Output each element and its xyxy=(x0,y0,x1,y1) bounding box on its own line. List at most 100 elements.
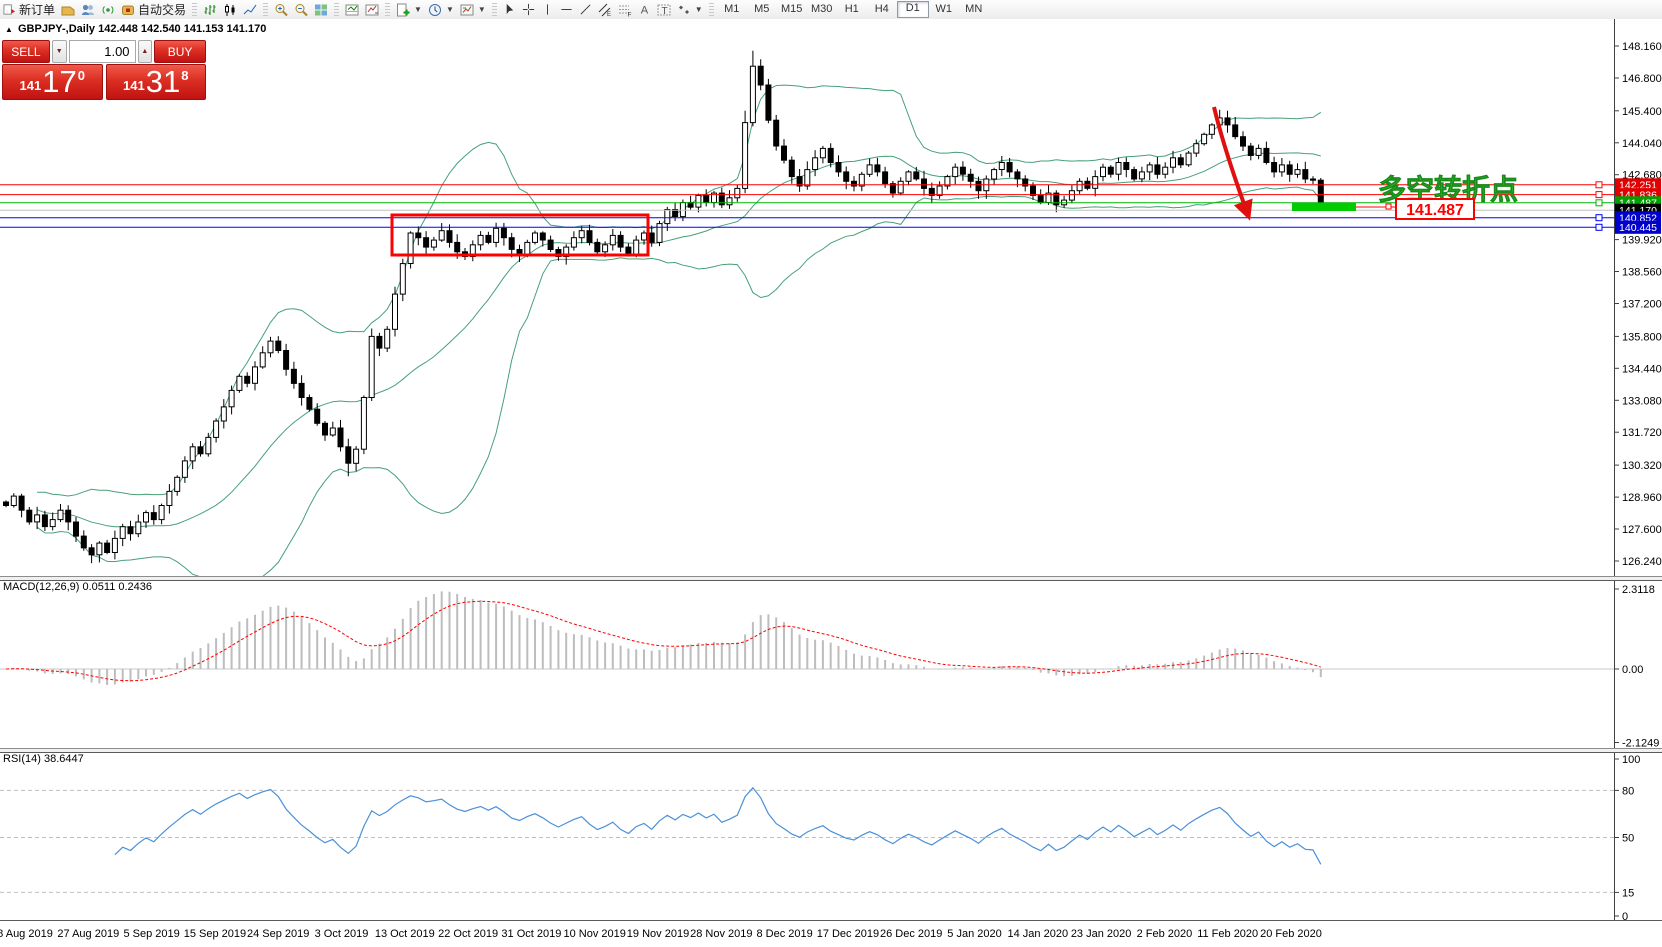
rsi-scale-label: 100 xyxy=(1622,754,1640,766)
price-axis-label: 145.400 xyxy=(1622,106,1662,118)
zoom-out-button[interactable] xyxy=(291,1,311,18)
volume-increase-button[interactable]: ▲ xyxy=(137,40,153,63)
crosshair-button[interactable] xyxy=(519,1,538,18)
buy-button[interactable]: BUY xyxy=(154,40,206,63)
text-button[interactable]: A xyxy=(635,1,654,18)
svg-text:A: A xyxy=(641,5,649,16)
tile-windows-button[interactable] xyxy=(311,1,331,18)
line-end-marker[interactable] xyxy=(1595,199,1603,207)
text-label-icon: T xyxy=(657,4,671,17)
fibonacci-button[interactable]: F xyxy=(615,1,635,18)
sell-price-display[interactable]: 141 17 0 xyxy=(2,64,103,100)
line-chart-button[interactable] xyxy=(240,1,260,18)
cursor-button[interactable] xyxy=(500,1,519,18)
dropdown-caret[interactable]: ▼ xyxy=(414,5,422,14)
date-axis-label: 5 Sep 2019 xyxy=(123,928,180,940)
toolbar-grip xyxy=(334,3,340,16)
symbol-period-label: GBPJPY-,Daily xyxy=(17,23,96,35)
navigator-icon xyxy=(82,4,95,15)
cursor-icon xyxy=(506,3,514,15)
price-axis-label: 146.800 xyxy=(1622,73,1662,85)
zoom-in-icon xyxy=(275,3,288,16)
equidistant-channel-button[interactable]: E xyxy=(595,1,615,18)
dropdown-caret[interactable]: ▼ xyxy=(445,5,454,14)
price-axis-label: 127.600 xyxy=(1622,524,1662,536)
arrow-objects-icon xyxy=(678,5,689,14)
volume-decrease-button[interactable]: ▼ xyxy=(51,40,67,63)
signals-button[interactable] xyxy=(98,1,118,18)
rsi-value: 38.6447 xyxy=(43,753,84,765)
trendline-button[interactable] xyxy=(576,1,595,18)
zoom-in-button[interactable] xyxy=(271,1,291,18)
text-label-button[interactable]: T xyxy=(654,1,674,18)
price-axis-label: 134.440 xyxy=(1622,363,1662,375)
autotrading-button[interactable]: 自动交易 xyxy=(118,1,189,18)
line-end-marker[interactable] xyxy=(1595,181,1603,189)
price-tag-box[interactable] xyxy=(1395,198,1475,220)
buy-price-point: 8 xyxy=(181,68,189,83)
rsi-indicator-panel[interactable]: 100 80 50 15 0 xyxy=(0,751,1662,920)
bear-candles xyxy=(3,65,1324,556)
horizontal-line-icon xyxy=(561,9,572,10)
tab-timeframe-h4[interactable]: H4 xyxy=(874,3,889,15)
price-tag-connector-marker xyxy=(1385,203,1392,210)
tile-windows-icon xyxy=(315,4,328,15)
date-axis-label: 17 Dec 2019 xyxy=(816,928,880,940)
vertical-line-button[interactable] xyxy=(538,1,557,18)
bar-chart-button[interactable] xyxy=(200,1,220,18)
indicators-list-button[interactable] xyxy=(362,1,382,18)
macd-indicator-panel[interactable]: 2.3118 0.00 -2.1249 xyxy=(0,579,1662,748)
svg-text:E: E xyxy=(607,12,611,17)
tab-timeframe-d1[interactable]: D1 xyxy=(896,1,929,18)
new-order-button[interactable]: 新订单 xyxy=(0,1,58,18)
bollinger-bands xyxy=(36,84,1322,576)
candlestick-chart-button[interactable] xyxy=(220,1,240,18)
toolbar-grip xyxy=(263,3,269,16)
buy-price-display[interactable]: 141 31 8 xyxy=(105,64,206,100)
price-axis-label: 135.800 xyxy=(1622,331,1662,343)
tab-timeframe-m30[interactable]: M30 xyxy=(811,3,833,15)
autotrading-icon xyxy=(122,5,135,15)
templates-button[interactable]: ▼ xyxy=(457,1,489,18)
autotrading-label: 自动交易 xyxy=(138,3,187,17)
rsi-name: RSI(14) xyxy=(3,753,41,765)
sell-price-main: 141 xyxy=(19,78,42,93)
candle-wicks xyxy=(5,50,1322,564)
add-indicator-button[interactable]: ▼ xyxy=(393,1,425,18)
line-end-marker[interactable] xyxy=(1595,223,1603,231)
volume-input[interactable] xyxy=(68,40,136,63)
tab-timeframe-m1[interactable]: M1 xyxy=(724,3,740,15)
market-watch-button[interactable] xyxy=(58,1,78,18)
consolidation-box[interactable] xyxy=(390,213,650,257)
line-end-marker[interactable] xyxy=(1595,214,1603,222)
tab-timeframe-m5[interactable]: M5 xyxy=(754,3,770,15)
rsi-scale-label: 0 xyxy=(1622,911,1628,920)
toolbar-grip xyxy=(491,3,497,16)
support-level-bar[interactable] xyxy=(1292,203,1356,211)
horizontal-line-button[interactable] xyxy=(557,1,576,18)
tab-timeframe-mn[interactable]: MN xyxy=(965,3,983,15)
line-end-marker[interactable] xyxy=(1595,191,1603,199)
tab-timeframe-w1[interactable]: W1 xyxy=(935,3,952,15)
collapse-panel-arrow[interactable]: ▲ xyxy=(5,25,13,34)
line-chart-icon xyxy=(243,4,257,14)
tab-timeframe-h1[interactable]: H1 xyxy=(844,3,859,15)
main-price-chart[interactable]: 多空转折点141.487148.160146.800145.400144.040… xyxy=(0,19,1662,576)
indicators-window-button[interactable] xyxy=(342,1,362,18)
down-trend-arrow[interactable] xyxy=(1212,106,1253,221)
periods-clock-icon xyxy=(428,3,441,16)
dropdown-caret[interactable]: ▼ xyxy=(477,5,486,14)
date-axis-label: 5 Jan 2020 xyxy=(947,928,1002,940)
panel-separator[interactable] xyxy=(0,576,1662,581)
signals-icon xyxy=(102,5,114,14)
sell-button[interactable]: SELL xyxy=(2,40,50,63)
price-tag xyxy=(1615,220,1661,234)
tab-timeframe-m15[interactable]: M15 xyxy=(781,3,803,15)
arrow-objects-button[interactable]: ▼ xyxy=(674,1,706,18)
navigator-button[interactable] xyxy=(78,1,98,18)
panel-separator[interactable] xyxy=(0,748,1662,753)
dropdown-caret[interactable]: ▼ xyxy=(694,5,703,14)
date-axis-label: 8 Dec 2019 xyxy=(756,928,813,940)
price-axis-label: 130.320 xyxy=(1622,460,1662,472)
periods-button[interactable]: ▼ xyxy=(425,1,457,18)
